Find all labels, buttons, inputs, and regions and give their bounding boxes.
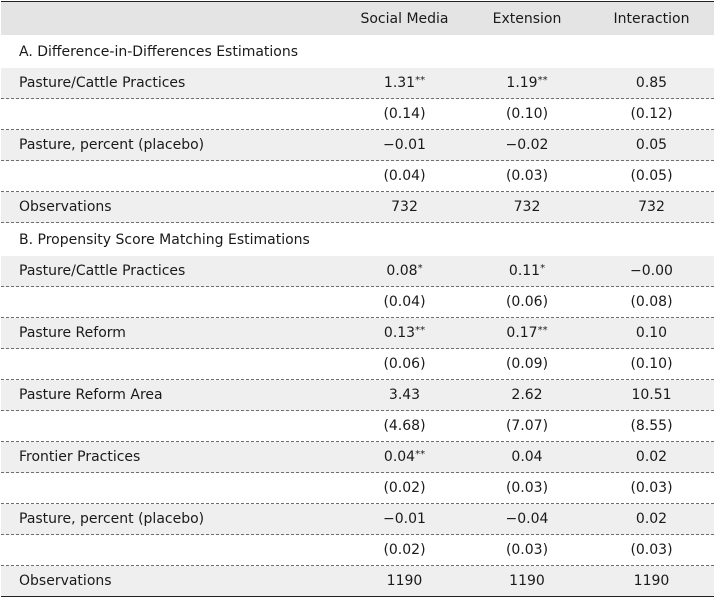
cell-extension: 0.11* — [508, 263, 546, 279]
table-body: A. Difference-in-Differences Estimations… — [1, 35, 714, 596]
cell-extension: (0.03) — [505, 168, 549, 184]
cell-extension: 2.62 — [511, 387, 543, 403]
cell-extension: (0.06) — [505, 294, 549, 310]
cell-social-media: (0.14) — [383, 106, 426, 122]
row-label: Pasture, percent (placebo) — [19, 511, 205, 527]
table-row: (0.14) (0.10) (0.12) — [1, 99, 714, 130]
cell-interaction: 0.05 — [635, 137, 668, 153]
header-cell-interaction: Interaction — [613, 10, 690, 27]
cell-extension: 732 — [513, 199, 541, 215]
row-label: Observations — [19, 573, 112, 589]
table-row: Pasture Reform Area 3.43 2.62 10.51 — [1, 380, 714, 411]
significance-stars: * — [417, 263, 423, 274]
cell-social-media: 3.43 — [388, 387, 421, 403]
cell-extension: (0.03) — [505, 542, 549, 558]
cell-extension: 0.04 — [511, 449, 543, 465]
cell-social-media: (0.04) — [383, 168, 426, 184]
significance-stars: ** — [415, 325, 426, 336]
cell-social-media: 1190 — [386, 573, 423, 589]
cell-social-media: 0.13** — [383, 325, 426, 341]
cell-social-media: −0.01 — [383, 511, 426, 527]
significance-stars: ** — [537, 325, 548, 336]
cell-social-media: (0.06) — [383, 356, 426, 372]
cell-interaction: (0.03) — [630, 480, 673, 496]
panel-title-row: A. Difference-in-Differences Estimations — [1, 35, 714, 68]
table-row: Pasture Reform 0.13** 0.17** 0.10 — [1, 318, 714, 349]
significance-stars: ** — [415, 75, 426, 86]
cell-interaction: 0.85 — [635, 75, 668, 91]
cell-social-media: 732 — [391, 199, 418, 215]
row-label: Pasture/Cattle Practices — [19, 75, 186, 91]
table-row: (4.68) (7.07) (8.55) — [1, 411, 714, 442]
cell-interaction: (0.05) — [630, 168, 673, 184]
cell-interaction: 10.51 — [631, 387, 672, 403]
table-row: Pasture/Cattle Practices 0.08* 0.11* −0.00 — [1, 256, 714, 287]
bottom-rule — [1, 596, 714, 597]
significance-stars: * — [540, 263, 546, 274]
cell-interaction: 0.02 — [635, 511, 668, 527]
cell-interaction: −0.00 — [630, 263, 673, 279]
table-row: (0.02) (0.03) (0.03) — [1, 473, 714, 504]
cell-interaction: (0.10) — [630, 356, 673, 372]
significance-stars: ** — [415, 449, 426, 460]
table-row: Observations 732 732 732 — [1, 192, 714, 223]
row-label: Observations — [19, 199, 112, 215]
cell-social-media: (0.04) — [383, 294, 426, 310]
cell-interaction: (0.03) — [630, 542, 673, 558]
cell-extension: −0.04 — [505, 511, 549, 527]
cell-extension: (7.07) — [505, 418, 549, 434]
significance-stars: ** — [537, 75, 548, 86]
row-label: Frontier Practices — [19, 449, 141, 465]
cell-extension: 1190 — [509, 573, 545, 589]
cell-extension: 0.17** — [506, 325, 548, 341]
cell-extension: (0.09) — [505, 356, 549, 372]
cell-extension: (0.03) — [505, 480, 549, 496]
cell-interaction: 1190 — [633, 573, 670, 589]
table-row: Pasture, percent (placebo) −0.01 −0.04 0.02 — [1, 504, 714, 535]
row-label: Pasture Reform — [19, 325, 126, 341]
cell-extension: −0.02 — [505, 137, 549, 153]
row-label: Pasture, percent (placebo) — [19, 137, 205, 153]
panel-title: A. Difference-in-Differences Estimations — [19, 43, 299, 60]
cell-social-media: 1.31** — [383, 75, 426, 91]
table-row: Frontier Practices 0.04** 0.04 0.02 — [1, 442, 714, 473]
cell-social-media: (0.02) — [383, 542, 426, 558]
cell-extension: (0.10) — [505, 106, 549, 122]
cell-interaction: 732 — [638, 199, 665, 215]
cell-interaction: (8.55) — [630, 418, 673, 434]
table-row: Observations 1190 1190 1190 — [1, 566, 714, 596]
header-cell-extension: Extension — [492, 10, 562, 27]
panel-title: B. Propensity Score Matching Estimations — [19, 231, 310, 248]
table-row: (0.04) (0.06) (0.08) — [1, 287, 714, 318]
cell-interaction: 0.10 — [635, 325, 668, 341]
cell-interaction: (0.12) — [630, 106, 673, 122]
cell-social-media: 0.04** — [383, 449, 426, 465]
header-cell-social-media: Social Media — [360, 10, 449, 27]
cell-social-media: 0.08* — [386, 263, 423, 279]
cell-interaction: 0.02 — [635, 449, 668, 465]
cell-extension: 1.19** — [506, 75, 548, 91]
row-label: Pasture Reform Area — [19, 387, 163, 403]
table-header: Social Media Extension Interaction — [1, 2, 714, 35]
cell-social-media: (4.68) — [383, 418, 426, 434]
table-row: (0.04) (0.03) (0.05) — [1, 161, 714, 192]
cell-interaction: (0.08) — [630, 294, 673, 310]
cell-social-media: (0.02) — [383, 480, 426, 496]
panel-title-row: B. Propensity Score Matching Estimations — [1, 223, 714, 256]
table-row: Pasture, percent (placebo) −0.01 −0.02 0.05 — [1, 130, 714, 161]
table-row: (0.02) (0.03) (0.03) — [1, 535, 714, 566]
top-rule — [1, 1, 714, 2]
cell-social-media: −0.01 — [383, 137, 426, 153]
row-label: Pasture/Cattle Practices — [19, 263, 186, 279]
table-row: Pasture/Cattle Practices 1.31** 1.19** 0.85 — [1, 68, 714, 99]
table-row: (0.06) (0.09) (0.10) — [1, 349, 714, 380]
